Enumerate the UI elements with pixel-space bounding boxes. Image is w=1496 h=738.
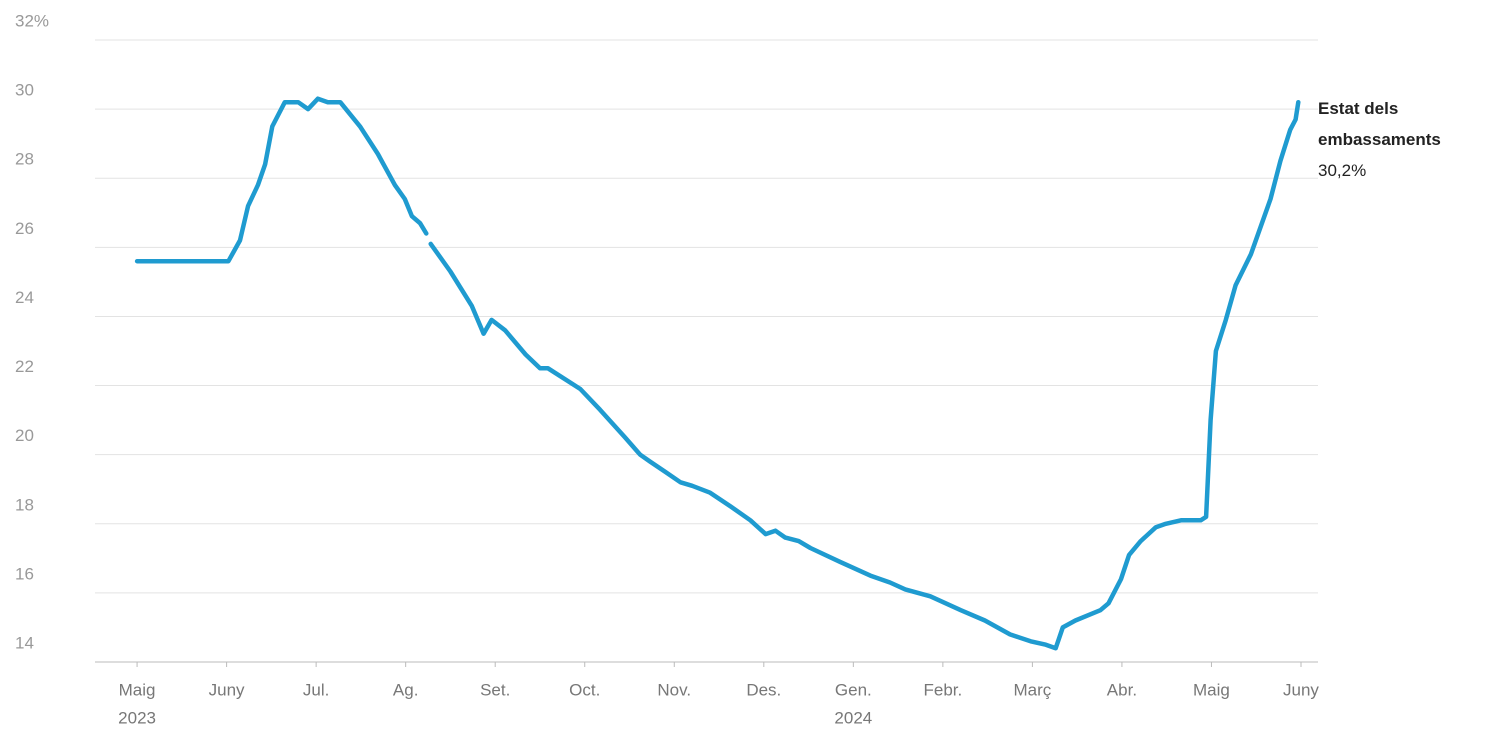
end-value-label: 30,2% bbox=[1318, 161, 1367, 180]
y-tick-label: 30 bbox=[15, 81, 34, 100]
x-tick-label: Jul. bbox=[303, 680, 329, 699]
line bbox=[134, 96, 1301, 651]
y-tick-label: 20 bbox=[15, 426, 34, 445]
x-tick-label: Set. bbox=[480, 680, 510, 699]
y-tick-label: 28 bbox=[15, 150, 34, 169]
x-tick-label: Abr. bbox=[1107, 680, 1137, 699]
x-tick-label: Juny bbox=[209, 680, 245, 699]
x-tick-label: Juny bbox=[1283, 680, 1319, 699]
y-tick-label: 16 bbox=[15, 564, 34, 583]
x-tick-label: Des. bbox=[746, 680, 781, 699]
x-tick-label: Febr. bbox=[923, 680, 962, 699]
year-label: 2024 bbox=[834, 708, 872, 727]
y-tick-label: 24 bbox=[15, 288, 34, 307]
y-tick-label: 18 bbox=[15, 495, 34, 514]
y-tick-label: 14 bbox=[15, 633, 34, 652]
x-tick-label: Ag. bbox=[393, 680, 419, 699]
y-tick-label: 26 bbox=[15, 219, 34, 238]
x-tick-label: Maig bbox=[1193, 680, 1230, 699]
x-tick-label: Març bbox=[1014, 680, 1052, 699]
x-tick-label: Nov. bbox=[657, 680, 691, 699]
x-tick-label: Maig bbox=[119, 680, 156, 699]
x-tick-label: Gen. bbox=[835, 680, 872, 699]
year-label: 2023 bbox=[118, 708, 156, 727]
x-tick-label: Oct. bbox=[569, 680, 600, 699]
y-tick-label: 32% bbox=[15, 11, 49, 30]
series-label: Estat dels embassaments bbox=[1318, 99, 1441, 149]
y-tick-label: 22 bbox=[15, 357, 34, 376]
